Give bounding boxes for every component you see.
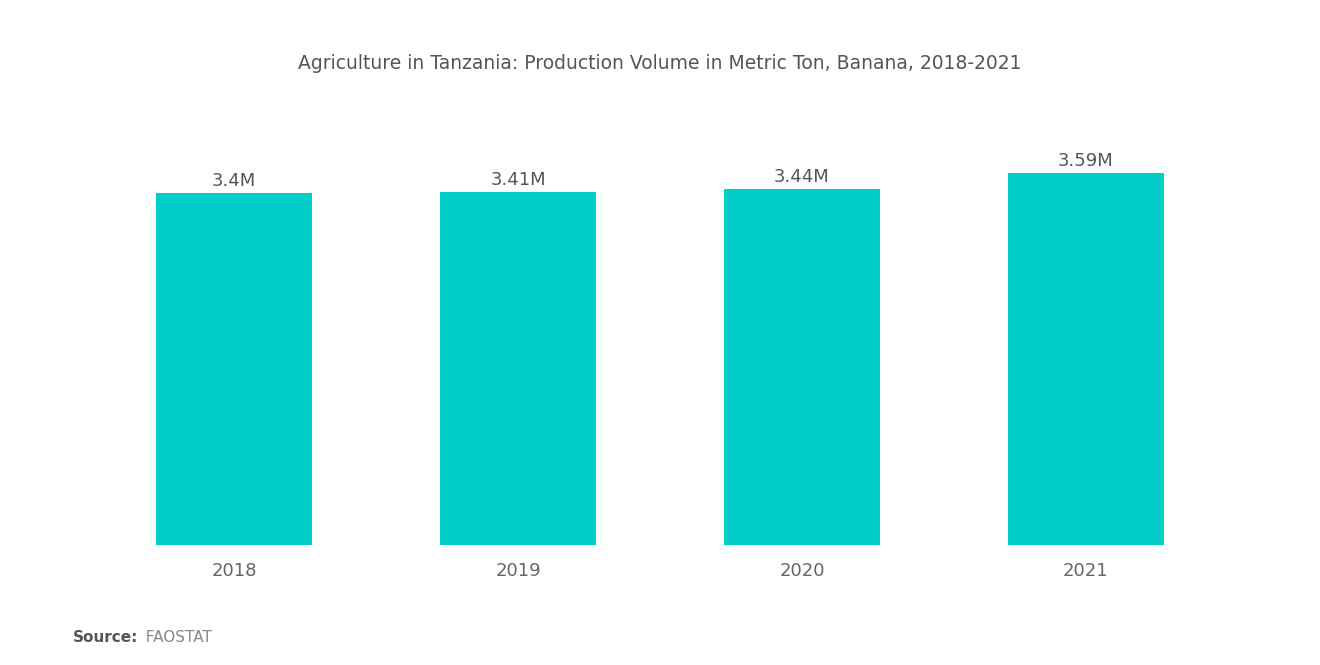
Bar bbox=[723, 189, 880, 545]
Text: FAOSTAT: FAOSTAT bbox=[136, 630, 211, 645]
Text: 3.41M: 3.41M bbox=[490, 171, 546, 189]
Text: 3.4M: 3.4M bbox=[213, 172, 256, 190]
Text: 3.44M: 3.44M bbox=[774, 168, 830, 186]
Bar bbox=[440, 192, 597, 545]
Bar bbox=[156, 193, 312, 545]
Title: Agriculture in Tanzania: Production Volume in Metric Ton, Banana, 2018-2021: Agriculture in Tanzania: Production Volu… bbox=[298, 54, 1022, 73]
Bar bbox=[1008, 174, 1164, 545]
Text: Source:: Source: bbox=[73, 630, 139, 645]
Text: 3.59M: 3.59M bbox=[1059, 152, 1114, 170]
